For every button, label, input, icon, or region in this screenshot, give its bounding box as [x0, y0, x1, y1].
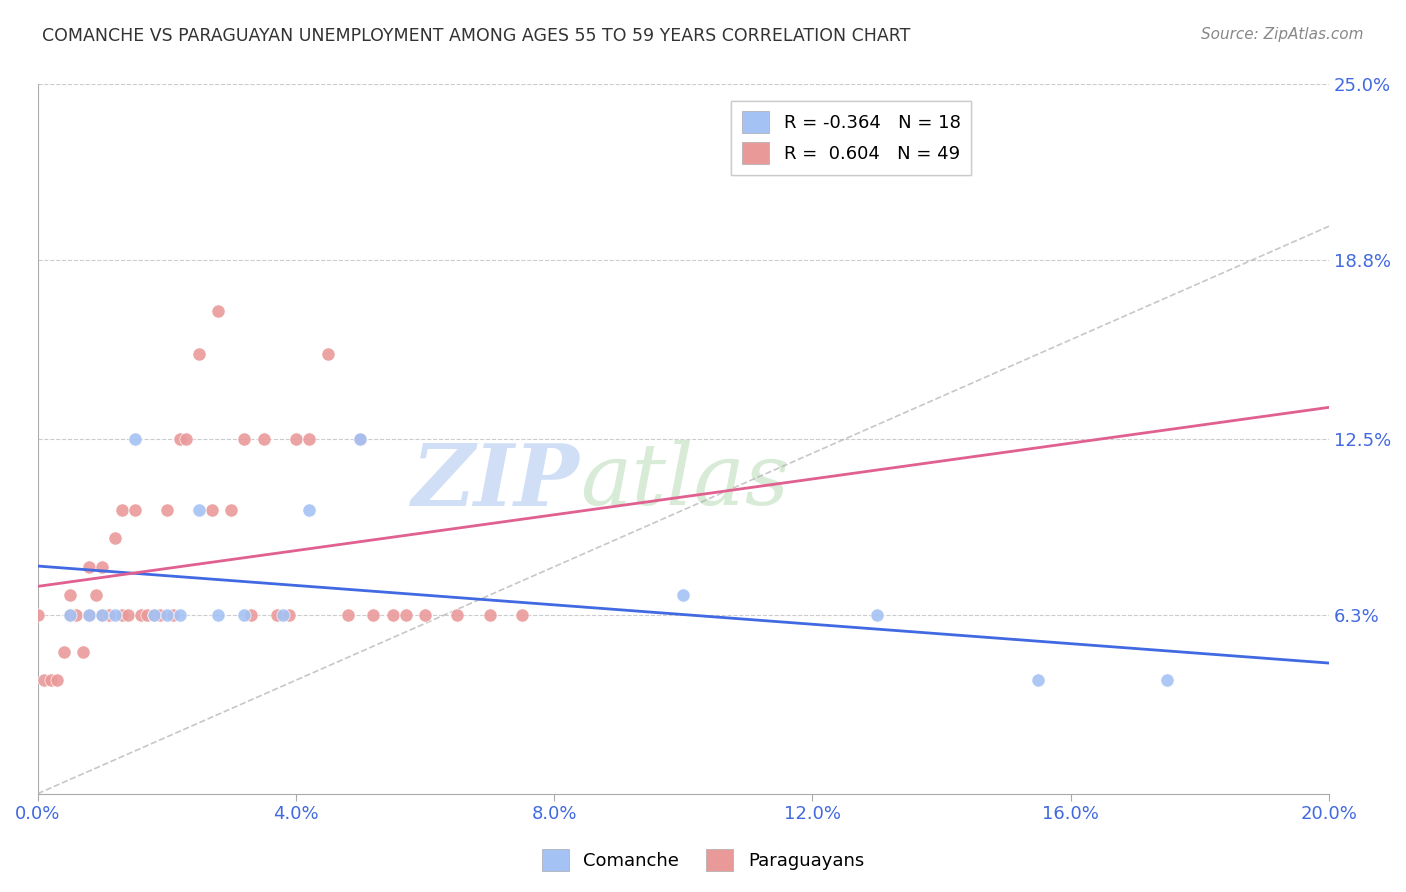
Point [97, 607, 120, 622]
Point [59, 607, 82, 622]
Point [278, 607, 301, 622]
Point [201, 503, 224, 517]
Point [117, 607, 139, 622]
Point [266, 607, 288, 622]
Point [39, 673, 62, 688]
Point [395, 607, 418, 622]
Legend: R = -0.364   N = 18, R =  0.604   N = 49: R = -0.364 N = 18, R = 0.604 N = 49 [731, 101, 972, 176]
Point [1156, 673, 1178, 688]
Point [52, 645, 75, 659]
Point [79, 559, 101, 574]
Point [349, 432, 371, 446]
Point [84, 588, 107, 602]
Point [59, 607, 82, 622]
Point [149, 607, 172, 622]
Point [110, 503, 132, 517]
Point [221, 503, 243, 517]
Point [188, 347, 211, 361]
Point [91, 607, 114, 622]
Point [316, 347, 339, 361]
Point [510, 607, 533, 622]
Point [271, 607, 294, 622]
Point [65, 607, 87, 622]
Point [253, 432, 276, 446]
Point [110, 607, 132, 622]
Point [129, 607, 152, 622]
Point [91, 559, 114, 574]
Point [239, 607, 262, 622]
Point [142, 607, 165, 622]
Point [46, 673, 69, 688]
Point [136, 607, 159, 622]
Point [79, 607, 101, 622]
Point [363, 607, 385, 622]
Point [156, 607, 179, 622]
Point [91, 607, 114, 622]
Point [478, 607, 501, 622]
Text: Source: ZipAtlas.com: Source: ZipAtlas.com [1201, 27, 1364, 42]
Point [162, 607, 184, 622]
Point [174, 432, 197, 446]
Point [298, 432, 321, 446]
Point [672, 588, 695, 602]
Point [233, 607, 256, 622]
Text: atlas: atlas [581, 441, 789, 523]
Point [207, 607, 229, 622]
Point [142, 607, 165, 622]
Point [336, 607, 359, 622]
Point [104, 607, 127, 622]
Point [233, 432, 256, 446]
Point [169, 607, 191, 622]
Point [32, 673, 55, 688]
Point [381, 607, 404, 622]
Point [298, 503, 321, 517]
Text: ZIP: ZIP [412, 440, 581, 524]
Point [169, 432, 191, 446]
Point [72, 645, 94, 659]
Point [124, 432, 146, 446]
Point [104, 532, 127, 546]
Point [866, 607, 889, 622]
Point [59, 588, 82, 602]
Point [27, 607, 49, 622]
Legend: Comanche, Paraguayans: Comanche, Paraguayans [534, 842, 872, 879]
Point [1028, 673, 1050, 688]
Point [284, 432, 307, 446]
Point [156, 503, 179, 517]
Point [207, 304, 229, 318]
Point [188, 503, 211, 517]
Point [349, 432, 371, 446]
Text: COMANCHE VS PARAGUAYAN UNEMPLOYMENT AMONG AGES 55 TO 59 YEARS CORRELATION CHART: COMANCHE VS PARAGUAYAN UNEMPLOYMENT AMON… [42, 27, 911, 45]
Point [413, 607, 436, 622]
Point [446, 607, 468, 622]
Point [79, 607, 101, 622]
Point [124, 503, 146, 517]
